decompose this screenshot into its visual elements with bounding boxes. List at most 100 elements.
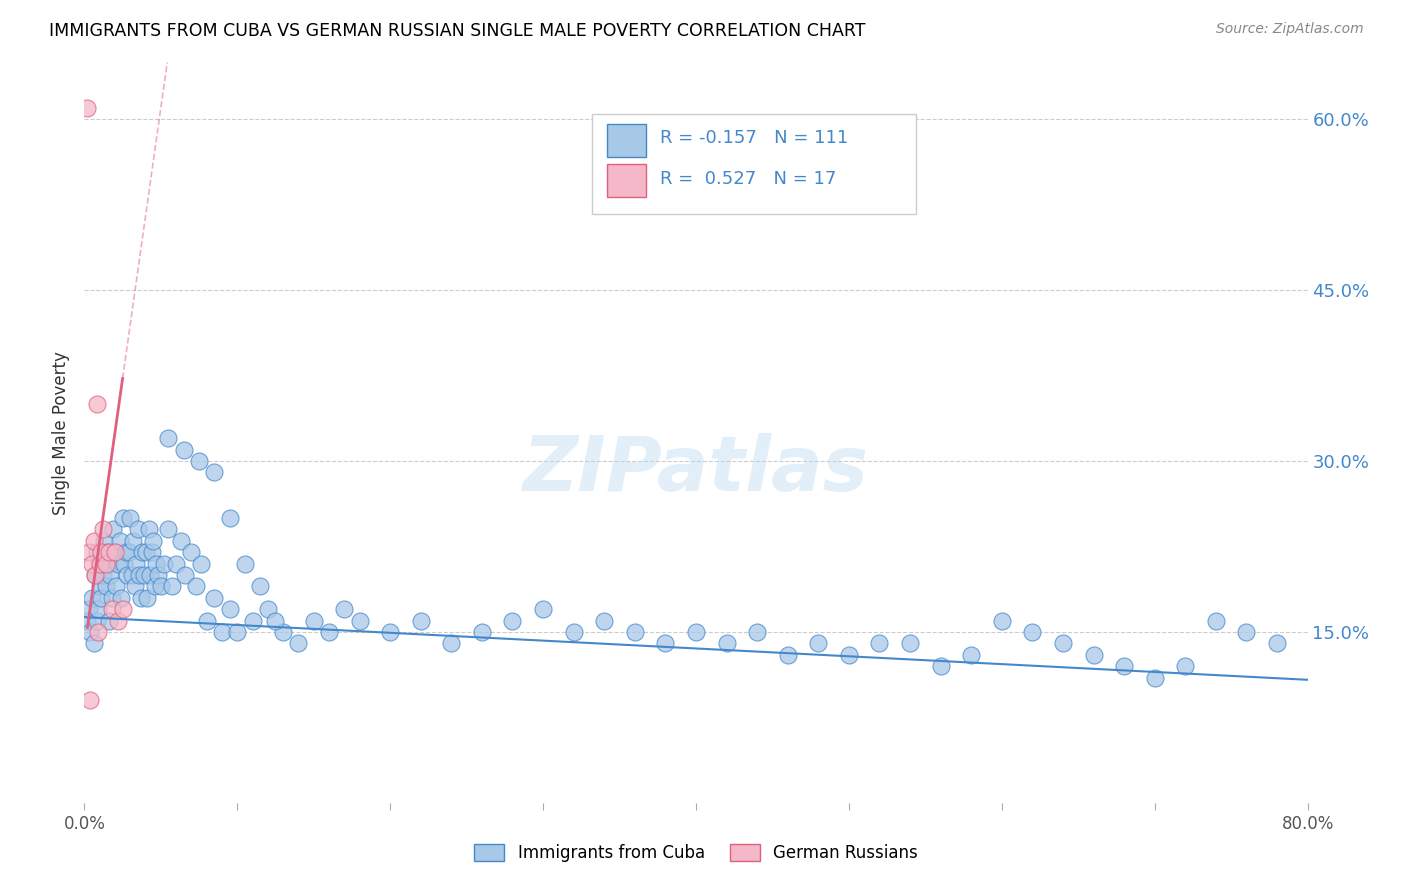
- Point: [531, 602, 554, 616]
- Point: [103, 523, 125, 537]
- Text: R = -0.157   N = 111: R = -0.157 N = 111: [661, 129, 849, 147]
- Point: [104, 545, 127, 559]
- Point: [1114, 659, 1136, 673]
- Point: [83, 533, 105, 548]
- Point: [202, 466, 225, 480]
- Point: [562, 624, 585, 639]
- Point: [211, 624, 233, 639]
- Point: [93, 533, 115, 548]
- Point: [77, 545, 100, 559]
- Point: [111, 602, 134, 616]
- Point: [184, 579, 207, 593]
- Point: [97, 614, 120, 628]
- Point: [202, 591, 225, 605]
- Point: [121, 568, 143, 582]
- Text: IMMIGRANTS FROM CUBA VS GERMAN RUSSIAN SINGLE MALE POVERTY CORRELATION CHART: IMMIGRANTS FROM CUBA VS GERMAN RUSSIAN S…: [49, 22, 866, 40]
- Point: [146, 568, 169, 582]
- Point: [716, 636, 738, 650]
- Point: [94, 579, 117, 593]
- Point: [80, 557, 103, 571]
- Point: [79, 624, 101, 639]
- Point: [91, 568, 114, 582]
- Point: [380, 624, 402, 639]
- Point: [125, 557, 148, 571]
- Point: [76, 614, 98, 628]
- Point: [233, 557, 256, 571]
- Point: [188, 454, 211, 468]
- FancyBboxPatch shape: [606, 164, 645, 197]
- Point: [84, 568, 107, 582]
- Point: [111, 511, 134, 525]
- Point: [838, 648, 860, 662]
- Point: [77, 602, 100, 616]
- Point: [624, 624, 647, 639]
- Point: [127, 523, 149, 537]
- Point: [776, 648, 799, 662]
- Point: [157, 523, 180, 537]
- Point: [190, 557, 212, 571]
- Point: [593, 614, 616, 628]
- Point: [131, 545, 153, 559]
- Point: [471, 624, 494, 639]
- Point: [86, 397, 108, 411]
- Point: [142, 533, 165, 548]
- Point: [287, 636, 309, 650]
- Point: [195, 614, 218, 628]
- Point: [110, 591, 132, 605]
- Point: [101, 591, 124, 605]
- Point: [1236, 624, 1258, 639]
- Point: [302, 614, 325, 628]
- Text: ZIPatlas: ZIPatlas: [523, 433, 869, 507]
- Point: [170, 533, 193, 548]
- Text: Source: ZipAtlas.com: Source: ZipAtlas.com: [1216, 22, 1364, 37]
- Point: [929, 659, 952, 673]
- Point: [165, 557, 187, 571]
- Point: [97, 545, 120, 559]
- Point: [502, 614, 524, 628]
- Point: [264, 614, 287, 628]
- Point: [84, 568, 107, 582]
- Point: [654, 636, 676, 650]
- Point: [226, 624, 249, 639]
- Point: [409, 614, 432, 628]
- Point: [90, 545, 112, 559]
- Point: [333, 602, 356, 616]
- Point: [101, 602, 124, 616]
- Point: [80, 591, 103, 605]
- Point: [257, 602, 280, 616]
- Point: [747, 624, 769, 639]
- Point: [349, 614, 371, 628]
- Point: [440, 636, 463, 650]
- Point: [160, 579, 183, 593]
- Point: [91, 523, 114, 537]
- Point: [87, 624, 110, 639]
- Point: [869, 636, 891, 650]
- Point: [141, 545, 163, 559]
- Point: [118, 545, 141, 559]
- Point: [132, 568, 155, 582]
- Point: [97, 557, 120, 571]
- Point: [318, 624, 340, 639]
- Point: [104, 545, 127, 559]
- Point: [991, 614, 1014, 628]
- Point: [76, 101, 98, 115]
- Point: [107, 614, 129, 628]
- Text: R =  0.527   N = 17: R = 0.527 N = 17: [661, 170, 837, 188]
- Point: [1052, 636, 1074, 650]
- Point: [898, 636, 921, 650]
- Point: [135, 545, 157, 559]
- Point: [89, 557, 111, 571]
- Point: [807, 636, 830, 650]
- Point: [124, 579, 146, 593]
- Point: [96, 545, 118, 559]
- Point: [180, 545, 202, 559]
- Point: [249, 579, 271, 593]
- Point: [145, 557, 167, 571]
- Legend: Immigrants from Cuba, German Russians: Immigrants from Cuba, German Russians: [468, 837, 924, 869]
- Point: [128, 568, 150, 582]
- Point: [120, 511, 142, 525]
- Point: [136, 591, 159, 605]
- Point: [138, 523, 160, 537]
- Y-axis label: Single Male Poverty: Single Male Poverty: [52, 351, 70, 515]
- Point: [115, 568, 138, 582]
